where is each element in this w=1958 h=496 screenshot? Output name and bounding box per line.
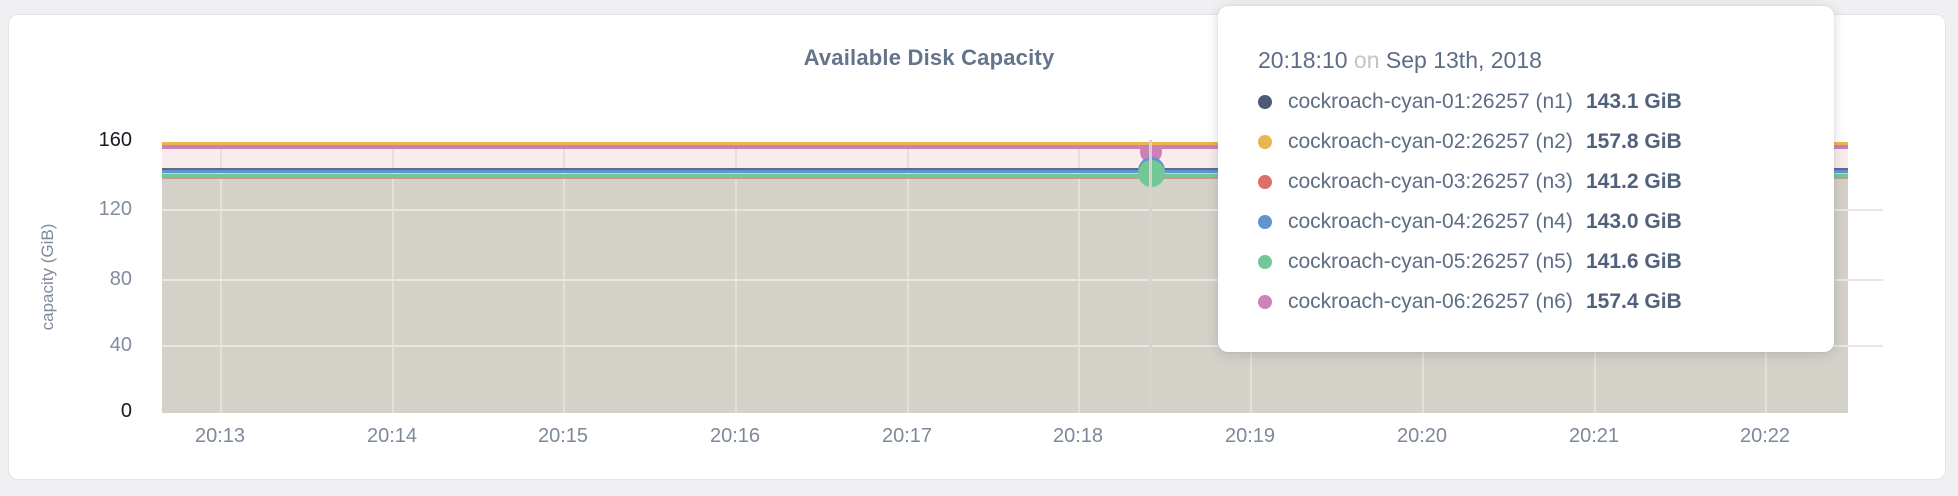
y-axis-label: capacity (GiB) xyxy=(38,223,57,331)
series-line-n4 xyxy=(162,169,1848,173)
series-value: 141.2 GiB xyxy=(1586,170,1682,193)
series-dot xyxy=(1258,295,1272,309)
y-tick-label-40: 40 xyxy=(109,334,132,356)
x-tick-label: 20:20 xyxy=(1396,425,1448,447)
chart-title: Available Disk Capacity xyxy=(803,45,1055,70)
gridline-v xyxy=(220,143,222,413)
hover-tooltip: 20:18:10 on Sep 13th, 2018 cockroach-cya… xyxy=(1218,6,1834,352)
series-value: 157.8 GiB xyxy=(1586,130,1682,153)
gridline-v xyxy=(907,143,909,413)
x-tick-label: 20:15 xyxy=(537,425,589,447)
y-tick-label-80: 80 xyxy=(109,268,132,290)
legend-row: cockroach-cyan-02:26257 (n2) 157.8 GiB xyxy=(1258,122,1806,162)
series-dot xyxy=(1258,95,1272,109)
series-value: 143.1 GiB xyxy=(1586,90,1682,113)
series-dot xyxy=(1258,215,1272,229)
series-name: cockroach-cyan-05:26257 (n5) xyxy=(1288,250,1573,273)
series-name: cockroach-cyan-02:26257 (n2) xyxy=(1288,130,1573,153)
series-line-n6 xyxy=(162,145,1848,149)
hover-guideline xyxy=(1149,140,1152,413)
legend-row: cockroach-cyan-04:26257 (n4) 143.0 GiB xyxy=(1258,202,1806,242)
gridline-h xyxy=(162,345,1883,347)
series-dot xyxy=(1258,175,1272,189)
x-tick-label: 20:22 xyxy=(1739,425,1791,447)
x-tick-label: 20:21 xyxy=(1568,425,1620,447)
series-value: 157.4 GiB xyxy=(1586,290,1682,313)
y-tick-label-160: 160 xyxy=(98,129,132,151)
legend-row: cockroach-cyan-01:26257 (n1) 143.1 GiB xyxy=(1258,82,1806,122)
series-value: 141.6 GiB xyxy=(1586,250,1682,273)
x-tick-label: 20:16 xyxy=(709,425,761,447)
series-name: cockroach-cyan-06:26257 (n6) xyxy=(1288,290,1573,313)
gridline-v xyxy=(563,143,565,413)
series-value: 143.0 GiB xyxy=(1586,210,1682,233)
x-tick-label: 20:14 xyxy=(366,425,418,447)
x-tick-label: 20:13 xyxy=(194,425,246,447)
gridline-v xyxy=(392,143,394,413)
tooltip-date: Sep 13th, 2018 xyxy=(1385,47,1542,73)
x-tick-label: 20:17 xyxy=(881,425,933,447)
gridline-h xyxy=(162,209,1883,211)
tooltip-header: 20:18:10 on Sep 13th, 2018 xyxy=(1258,42,1806,78)
tooltip-time: 20:18:10 xyxy=(1258,47,1348,73)
series-line-n2 xyxy=(162,142,1848,145)
gridline-v xyxy=(735,143,737,413)
tooltip-conjunction: on xyxy=(1353,47,1380,73)
series-line-n1 xyxy=(162,167,1848,170)
legend-row: cockroach-cyan-05:26257 (n5) 141.6 GiB xyxy=(1258,242,1806,282)
series-dot xyxy=(1258,255,1272,269)
y-tick-label-120: 120 xyxy=(98,198,132,220)
y-tick-label-0: 0 xyxy=(120,400,132,422)
legend-row: cockroach-cyan-06:26257 (n6) 157.4 GiB xyxy=(1258,282,1806,322)
legend-row: cockroach-cyan-03:26257 (n3) 141.2 GiB xyxy=(1258,162,1806,202)
series-line-n5 xyxy=(162,173,1848,177)
series-dot xyxy=(1258,135,1272,149)
series-line-n3 xyxy=(162,177,1848,179)
x-tick-label: 20:18 xyxy=(1052,425,1104,447)
x-tick-label: 20:19 xyxy=(1224,425,1276,447)
gridline-h xyxy=(162,279,1883,281)
gridline-v xyxy=(1078,143,1080,413)
series-name: cockroach-cyan-01:26257 (n1) xyxy=(1288,90,1573,113)
series-name: cockroach-cyan-04:26257 (n4) xyxy=(1288,210,1573,233)
series-name: cockroach-cyan-03:26257 (n3) xyxy=(1288,170,1573,193)
